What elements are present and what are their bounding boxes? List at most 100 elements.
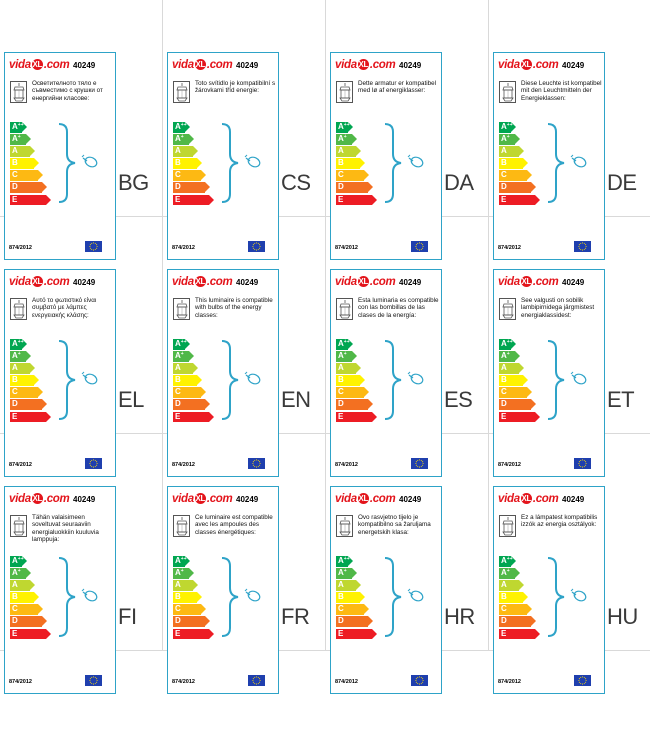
energy-class-letter: A++ [12,339,24,348]
energy-class-fill [10,122,22,133]
lantern-icon [173,515,190,537]
energy-label-card: vida XL .com 40249 Ovo rasvjetno tijelo je k… [330,486,442,694]
energy-class-arrow-tip [356,580,361,591]
energy-class-letter: D [175,399,181,409]
energy-class-fill [173,122,185,133]
brand-name-right: .com [369,59,396,71]
brand-name-left: vida [9,493,31,505]
light-bulb-icon [407,154,424,168]
language-code: BG [118,170,149,195]
brand-name-left: vida [335,276,357,288]
product-number: 40249 [562,278,585,287]
brand-name-left: vida [498,493,520,505]
energy-class-letter: A++ [338,556,350,565]
regulation-number: 874/2012 [9,462,32,468]
compatibility-text: Diese Leuchte ist kompatibel mit den Leu… [521,80,602,102]
energy-class-fill [173,592,197,603]
energy-class-sup: ++ [180,556,187,562]
energy-class-arrow-tip [515,134,520,145]
energy-class-arrow-tip [30,580,35,591]
energy-class-fill [173,339,185,350]
energy-class-letter: E [338,194,344,204]
eu-flag-icon [85,675,102,686]
energy-class-arrow-tip [189,134,194,145]
lantern-icon [499,81,516,103]
energy-class-fill [10,387,38,398]
energy-class-arrow-tip [356,146,361,157]
energy-class-fill [499,568,515,579]
energy-class-fill [173,556,185,567]
energy-class-letter: A++ [175,339,187,348]
energy-class-fill [173,351,189,362]
energy-class-arrow-tip [523,592,528,603]
product-number: 40249 [236,278,259,287]
regulation-number: 874/2012 [335,462,358,468]
energy-class-letter: E [175,628,181,638]
energy-class-letter: A+ [501,351,510,361]
energy-class-fill [10,592,34,603]
energy-label-card: vida XL .com 40249 This luminaire is compati… [167,269,279,477]
energy-class-arrow-tip [34,158,39,169]
energy-class-fill [173,194,209,206]
energy-class-fill [173,146,193,157]
language-code: ET [607,387,635,412]
energy-class-letter: A++ [12,122,24,131]
lantern-icon [499,298,516,320]
eu-flag-icon [411,675,428,686]
compatibility-text: Toto svítidlo je kompatibilní s žárovkam… [195,80,276,95]
energy-class-fill [10,411,46,423]
energy-class-letter: E [12,194,18,204]
language-code: EN [281,387,311,412]
product-number: 40249 [562,495,585,504]
product-number: 40249 [399,61,422,70]
lantern-icon [173,298,190,320]
energy-class-arrow-tip [368,399,373,410]
brand-name-right: .com [43,276,70,288]
curly-brace-icon [542,556,592,643]
energy-class-letter: C [12,170,18,180]
light-bulb-icon [244,588,261,602]
label-cell-fi: vida XL .com 40249 Tähän valaisimeen soveltu… [0,434,163,694]
compatibility-text: Ez a lámpatest kompatibilis izzók az ene… [521,514,598,529]
energy-class-letter: A++ [175,556,187,565]
label-cell-fr: vida XL .com 40249 Ce luminaire est compatib… [163,434,326,694]
label-cell-en: vida XL .com 40249 This luminaire is compati… [163,217,326,477]
energy-class-arrow-tip [26,351,31,362]
eu-flag-icon [411,241,428,252]
energy-class-arrow-tip [372,628,377,639]
curly-brace-icon [53,339,103,426]
energy-class-letter: C [12,604,18,614]
energy-class-arrow-tip [26,568,31,579]
light-bulb-icon [81,154,98,168]
energy-class-arrow-tip [38,387,43,398]
energy-class-sup: + [17,351,21,358]
energy-class-sup: + [506,351,510,358]
compatibility-text: Dette armatur er kompatibel med lø af en… [358,80,437,95]
energy-class-arrow-tip [519,580,524,591]
energy-class-sup: + [180,351,184,358]
regulation-number: 874/2012 [9,679,32,685]
energy-class-arrow-tip [515,568,520,579]
energy-class-arrow-tip [185,556,190,566]
language-code: DA [444,170,474,195]
energy-class-letter: D [175,182,181,192]
energy-label-card: vida XL .com 40249 Ce luminaire est compatib… [167,486,279,694]
product-number: 40249 [236,495,259,504]
energy-class-letter: C [338,387,344,397]
energy-class-letter: A+ [12,568,21,578]
energy-class-fill [499,134,515,145]
energy-class-arrow-tip [531,182,536,193]
energy-class-arrow-tip [523,375,528,386]
label-cell-bg: vida XL .com 40249 Осветителното тяло е съвм… [0,0,163,260]
regulation-number: 874/2012 [498,462,521,468]
energy-class-letter: D [338,616,344,626]
label-cell-et: vida XL .com 40249 See valgusti on sobilik l… [489,217,650,477]
energy-class-arrow-tip [42,182,47,193]
energy-class-sup: + [180,568,184,575]
energy-class-arrow-tip [185,122,190,132]
energy-class-fill [10,158,34,169]
lantern-icon [173,81,190,103]
energy-class-arrow-tip [209,628,214,639]
energy-class-arrow-tip [368,182,373,193]
energy-class-sup: + [343,134,347,141]
